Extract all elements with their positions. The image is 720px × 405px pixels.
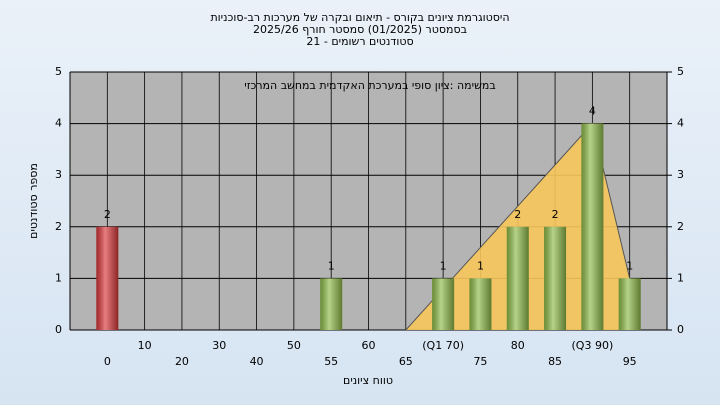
x-tick-label: 55 <box>324 355 338 368</box>
data-label: 1 <box>626 259 633 272</box>
y-tick-label: 1 <box>55 271 62 284</box>
x-tick-label: 0 <box>104 355 111 368</box>
bar-shade <box>432 278 455 330</box>
y2-tick-label: 1 <box>677 271 684 284</box>
y2-tick-label: 3 <box>677 168 684 181</box>
y-tick-label: 0 <box>55 323 62 336</box>
y2-tick-label: 2 <box>677 220 684 233</box>
x-tick-label: 30 <box>212 339 226 352</box>
x-tick-label: 60 <box>362 339 376 352</box>
y-axis-label: מספר סטודנטים <box>27 163 40 239</box>
data-label: 4 <box>589 105 596 118</box>
x-tick-label: 95 <box>623 355 637 368</box>
x-tick-label: (Q1 70) <box>422 339 464 352</box>
data-label: 2 <box>104 208 111 221</box>
y-tick-label: 3 <box>55 168 62 181</box>
chart-subtitle: סטודנטים רשומים - 21 <box>306 35 413 48</box>
bar-shade <box>618 278 641 330</box>
x-tick-label: 50 <box>287 339 301 352</box>
data-label: 2 <box>552 208 559 221</box>
trend-area <box>405 123 630 330</box>
bar-shade <box>544 226 567 330</box>
y2-tick-label: 5 <box>677 65 684 78</box>
x-tick-label: 65 <box>399 355 413 368</box>
x-tick-label: 80 <box>511 339 525 352</box>
y-tick-label: 5 <box>55 65 62 78</box>
y2-tick-label: 0 <box>677 323 684 336</box>
x-tick-label: 85 <box>548 355 562 368</box>
bar-shade <box>506 226 529 330</box>
chart-subtitle: בסמסטר (01/2025) סמסטר חורף 2025/26 <box>253 23 467 36</box>
bar-shade <box>469 278 492 330</box>
x-tick-label: 40 <box>250 355 264 368</box>
x-axis-label: טווח ציונים <box>343 374 393 387</box>
x-tick-label: 75 <box>473 355 487 368</box>
y-tick-label: 2 <box>55 220 62 233</box>
data-label: 1 <box>440 259 447 272</box>
annotation: במשימה :ציון סופי במערכת האקדמית במחשב ה… <box>244 79 495 92</box>
y2-tick-label: 4 <box>677 117 684 130</box>
data-label: 1 <box>328 259 335 272</box>
data-label: 2 <box>514 208 521 221</box>
x-tick-label: (Q3 90) <box>572 339 614 352</box>
x-tick-label: 20 <box>175 355 189 368</box>
bar-shade <box>320 278 343 330</box>
chart-title: היסטוגרמת ציונים בקורס - תיאום ובקרה של … <box>210 11 509 24</box>
y-tick-label: 4 <box>55 117 62 130</box>
bar-shade <box>96 226 119 330</box>
bar-shade <box>581 123 604 330</box>
data-label: 1 <box>477 259 484 272</box>
x-tick-label: 10 <box>138 339 152 352</box>
